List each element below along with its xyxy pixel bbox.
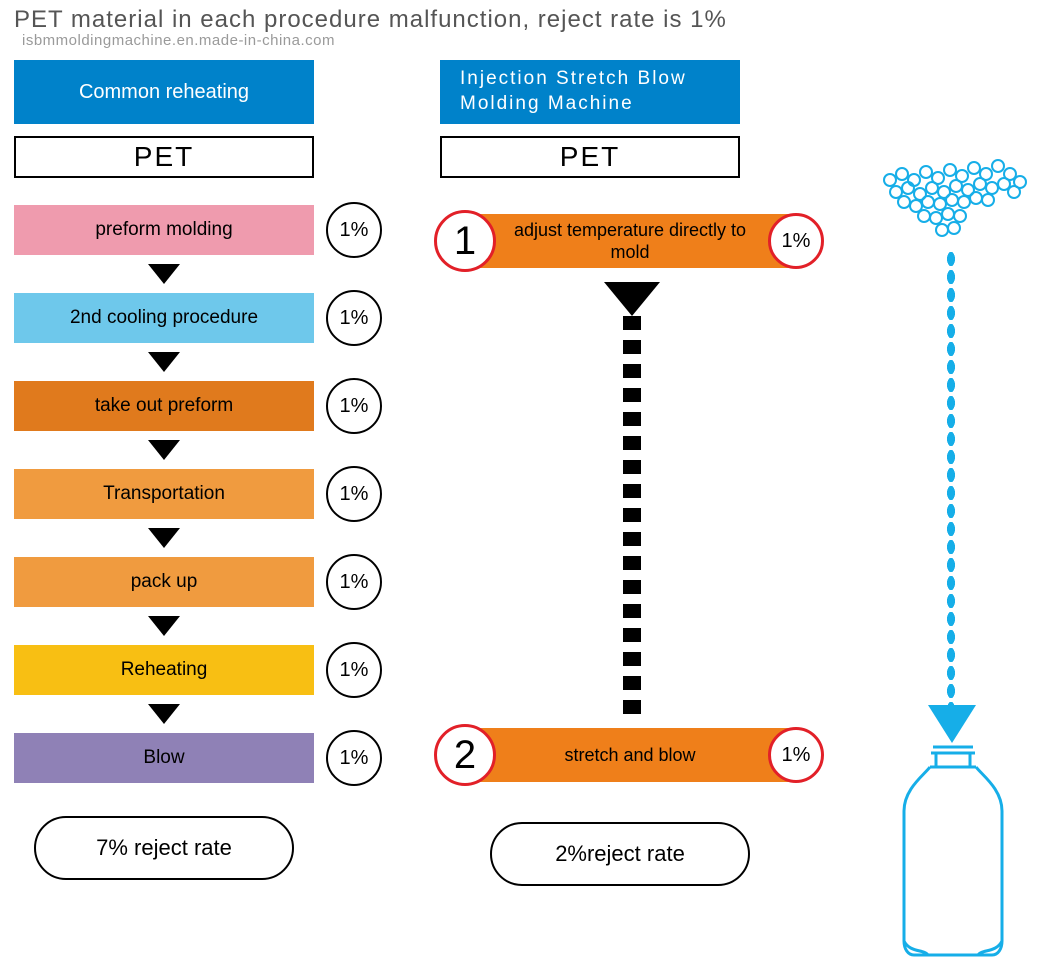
dash-segment — [623, 340, 641, 354]
left-step-box: Reheating — [14, 645, 314, 695]
dash-segment — [623, 412, 641, 426]
dash-segment — [623, 436, 641, 450]
dash-segment — [623, 508, 641, 522]
right-dashed-connector — [623, 316, 641, 714]
left-steps-container: preform molding1%2nd cooling procedure1%… — [14, 202, 414, 786]
left-step-percent: 1% — [326, 554, 382, 610]
left-step-box: preform molding — [14, 205, 314, 255]
right-step-2-percent: 1% — [768, 727, 824, 783]
left-step-percent: 1% — [326, 466, 382, 522]
dotted-arrow-line — [946, 250, 956, 710]
left-step-row: 2nd cooling procedure1% — [14, 290, 414, 346]
right-reject-pill: 2%reject rate — [490, 822, 750, 886]
left-step-percent: 1% — [326, 202, 382, 258]
dash-segment — [623, 580, 641, 594]
right-header: Injection Stretch Blow Molding Machine — [440, 60, 740, 124]
left-step-percent: 1% — [326, 642, 382, 698]
dash-segment — [623, 532, 641, 546]
right-steps-container: adjust temperature directly to mold 1 1%… — [440, 204, 860, 792]
dash-segment — [623, 484, 641, 498]
left-step-row: Transportation1% — [14, 466, 414, 522]
dash-segment — [623, 628, 641, 642]
left-pet-box: PET — [14, 136, 314, 178]
arrow-down-icon — [148, 704, 180, 724]
dash-segment — [623, 388, 641, 402]
left-step-row: Blow1% — [14, 730, 414, 786]
left-step-box: Transportation — [14, 469, 314, 519]
right-step-2-number: 2 — [434, 724, 496, 786]
right-step-1-bar: adjust temperature directly to mold — [464, 214, 796, 268]
right-column: Injection Stretch Blow Molding Machine P… — [440, 60, 860, 886]
right-step-2: stretch and blow 2 1% — [440, 718, 820, 792]
arrow-down-icon — [148, 528, 180, 548]
left-step-percent: 1% — [326, 290, 382, 346]
right-pet-box: PET — [440, 136, 740, 178]
right-step-1: adjust temperature directly to mold 1 1% — [440, 204, 820, 278]
left-step-row: take out preform1% — [14, 378, 414, 434]
arrow-down-icon — [148, 352, 180, 372]
watermark-text: isbmmoldingmachine.en.made-in-china.com — [22, 32, 335, 49]
right-step-1-percent: 1% — [768, 213, 824, 269]
dash-segment — [623, 364, 641, 378]
left-step-box: take out preform — [14, 381, 314, 431]
dash-segment — [623, 460, 641, 474]
right-step-2-bar: stretch and blow — [464, 728, 796, 782]
left-step-row: pack up1% — [14, 554, 414, 610]
left-column: Common reheating PET preform molding1%2n… — [14, 60, 414, 880]
bottle-icon — [878, 745, 1028, 965]
arrow-down-icon — [148, 616, 180, 636]
dash-segment — [623, 604, 641, 618]
page-title: PET material in each procedure malfuncti… — [14, 6, 727, 34]
left-step-box: 2nd cooling procedure — [14, 293, 314, 343]
dash-segment — [623, 652, 641, 666]
left-reject-pill: 7% reject rate — [34, 816, 294, 880]
dash-segment — [623, 316, 641, 330]
left-step-percent: 1% — [326, 730, 382, 786]
dash-segment — [623, 556, 641, 570]
left-step-box: Blow — [14, 733, 314, 783]
dash-segment — [623, 676, 641, 690]
bottle-column — [870, 140, 1050, 960]
arrow-down-icon — [148, 264, 180, 284]
dotted-arrow-head — [928, 705, 976, 743]
right-step-1-number: 1 — [434, 210, 496, 272]
left-step-box: pack up — [14, 557, 314, 607]
right-arrow-head — [604, 282, 660, 316]
left-header: Common reheating — [14, 60, 314, 124]
arrow-down-icon — [148, 440, 180, 460]
dash-segment — [623, 700, 641, 714]
left-step-row: Reheating1% — [14, 642, 414, 698]
left-step-row: preform molding1% — [14, 202, 414, 258]
pellets-icon — [870, 140, 1040, 250]
left-step-percent: 1% — [326, 378, 382, 434]
